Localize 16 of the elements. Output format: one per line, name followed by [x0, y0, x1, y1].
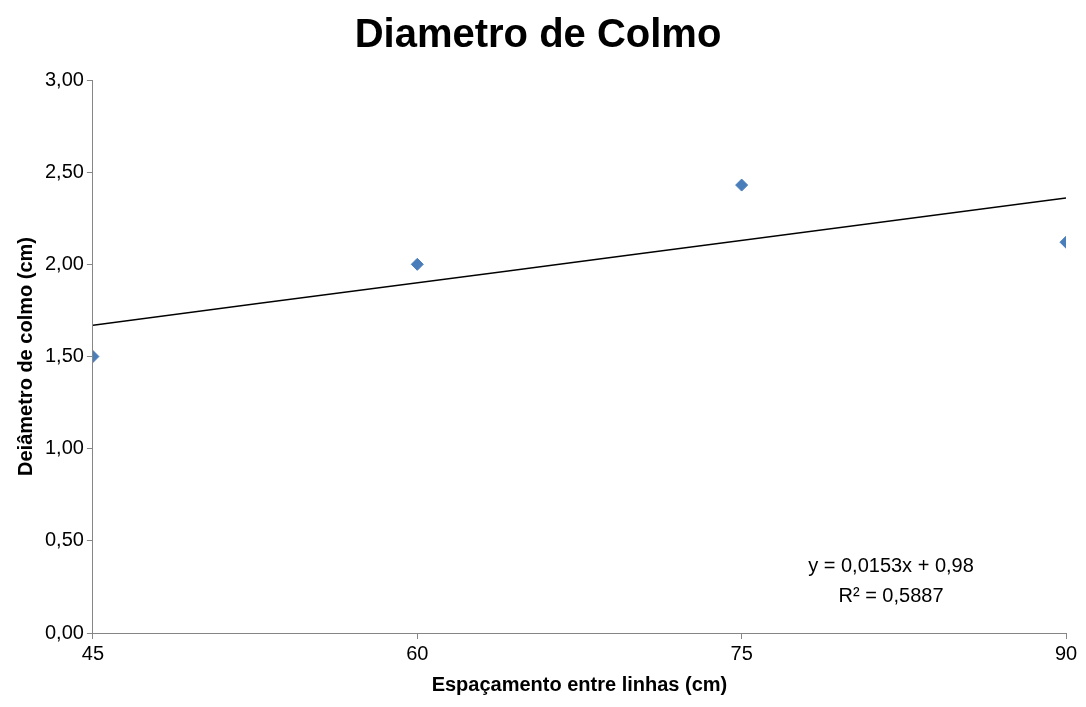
y-tick-label: 2,50 [44, 159, 84, 182]
y-axis-title: Deiâmetro de colmo (cm) [13, 237, 36, 476]
y-tick-label: 2,00 [44, 251, 84, 274]
y-tick-label: 1,00 [44, 436, 84, 459]
y-tick-label: 0,00 [44, 620, 84, 643]
x-tick-label: 60 [406, 641, 429, 664]
y-tick-label: 0,50 [44, 528, 84, 551]
annotation: y = 0,0153x + 0,98 [808, 553, 974, 576]
x-tick-label: 75 [730, 641, 753, 664]
x-tick-label: 90 [1054, 641, 1078, 664]
chart-title: Diametro de Colmo [354, 11, 722, 56]
y-tick-label: 1,50 [44, 344, 84, 367]
annotation: R² = 0,5887 [838, 583, 944, 606]
y-tick-label: 3,00 [44, 67, 84, 90]
x-tick-label: 45 [81, 641, 105, 664]
x-axis-title: Espaçamento entre linhas (cm) [431, 672, 728, 695]
